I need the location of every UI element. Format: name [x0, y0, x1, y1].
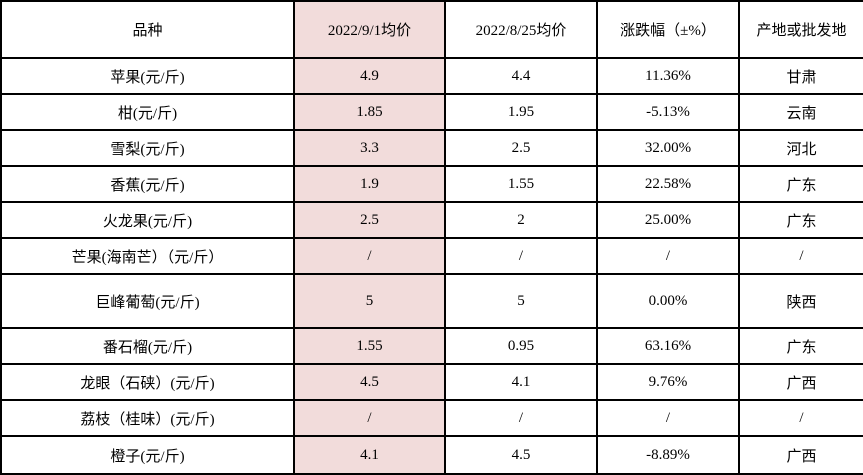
- cell-origin: 广西: [738, 363, 863, 401]
- cell-price-aug25: 4.4: [444, 57, 598, 95]
- cell-origin: 广东: [738, 201, 863, 239]
- cell-change-pct: -5.13%: [596, 93, 740, 131]
- cell-price-sep1: /: [293, 399, 446, 437]
- cell-price-aug25: 5: [444, 273, 598, 329]
- table-row: 芒果(海南芒）（元/斤） / / / /: [0, 237, 863, 275]
- table-row: 柑(元/斤) 1.85 1.95 -5.13% 云南: [0, 93, 863, 131]
- cell-variety: 香蕉(元/斤): [0, 165, 295, 203]
- cell-price-sep1: 4.1: [293, 435, 446, 475]
- cell-price-sep1: /: [293, 237, 446, 275]
- col-header-price-aug25: 2022/8/25均价: [444, 0, 598, 59]
- cell-variety: 苹果(元/斤): [0, 57, 295, 95]
- cell-change-pct: 25.00%: [596, 201, 740, 239]
- cell-variety: 芒果(海南芒）（元/斤）: [0, 237, 295, 275]
- cell-origin: 甘肃: [738, 57, 863, 95]
- cell-origin: /: [738, 399, 863, 437]
- cell-price-sep1: 1.9: [293, 165, 446, 203]
- cell-origin: 河北: [738, 129, 863, 167]
- cell-price-sep1: 1.85: [293, 93, 446, 131]
- cell-change-pct: /: [596, 237, 740, 275]
- cell-price-sep1: 5: [293, 273, 446, 329]
- cell-variety: 龙眼（石硖）(元/斤): [0, 363, 295, 401]
- cell-variety: 番石榴(元/斤): [0, 327, 295, 365]
- table-row: 雪梨(元/斤) 3.3 2.5 32.00% 河北: [0, 129, 863, 167]
- cell-change-pct: 22.58%: [596, 165, 740, 203]
- cell-origin: 云南: [738, 93, 863, 131]
- cell-variety: 橙子(元/斤): [0, 435, 295, 475]
- cell-change-pct: /: [596, 399, 740, 437]
- cell-origin: 广东: [738, 165, 863, 203]
- cell-price-aug25: 2: [444, 201, 598, 239]
- table-row: 番石榴(元/斤) 1.55 0.95 63.16% 广东: [0, 327, 863, 365]
- cell-variety: 雪梨(元/斤): [0, 129, 295, 167]
- cell-origin: 广东: [738, 327, 863, 365]
- col-header-origin: 产地或批发地: [738, 0, 863, 59]
- cell-price-aug25: /: [444, 237, 598, 275]
- cell-price-aug25: /: [444, 399, 598, 437]
- table-body: 苹果(元/斤) 4.9 4.4 11.36% 甘肃 柑(元/斤) 1.85 1.…: [0, 57, 863, 475]
- cell-price-sep1: 1.55: [293, 327, 446, 365]
- table-row: 巨峰葡萄(元/斤) 5 5 0.00% 陕西: [0, 273, 863, 329]
- cell-change-pct: 11.36%: [596, 57, 740, 95]
- cell-price-sep1: 4.5: [293, 363, 446, 401]
- cell-price-aug25: 1.55: [444, 165, 598, 203]
- cell-price-sep1: 2.5: [293, 201, 446, 239]
- cell-change-pct: 0.00%: [596, 273, 740, 329]
- table-header: 品种 2022/9/1均价 2022/8/25均价 涨跌幅（±%） 产地或批发地: [0, 0, 863, 59]
- cell-price-aug25: 4.5: [444, 435, 598, 475]
- cell-change-pct: -8.89%: [596, 435, 740, 475]
- cell-price-aug25: 4.1: [444, 363, 598, 401]
- col-header-variety: 品种: [0, 0, 295, 59]
- table-row: 苹果(元/斤) 4.9 4.4 11.36% 甘肃: [0, 57, 863, 95]
- cell-variety: 柑(元/斤): [0, 93, 295, 131]
- cell-price-aug25: 0.95: [444, 327, 598, 365]
- col-header-price-sep1: 2022/9/1均价: [293, 0, 446, 59]
- cell-origin: 陕西: [738, 273, 863, 329]
- header-row: 品种 2022/9/1均价 2022/8/25均价 涨跌幅（±%） 产地或批发地: [0, 0, 863, 59]
- table-row: 荔枝（桂味）(元/斤) / / / /: [0, 399, 863, 437]
- cell-price-aug25: 2.5: [444, 129, 598, 167]
- cell-price-aug25: 1.95: [444, 93, 598, 131]
- cell-origin: /: [738, 237, 863, 275]
- table-row: 火龙果(元/斤) 2.5 2 25.00% 广东: [0, 201, 863, 239]
- cell-price-sep1: 4.9: [293, 57, 446, 95]
- col-header-change-pct: 涨跌幅（±%）: [596, 0, 740, 59]
- table-row: 龙眼（石硖）(元/斤) 4.5 4.1 9.76% 广西: [0, 363, 863, 401]
- cell-change-pct: 63.16%: [596, 327, 740, 365]
- cell-variety: 荔枝（桂味）(元/斤): [0, 399, 295, 437]
- table-row: 香蕉(元/斤) 1.9 1.55 22.58% 广东: [0, 165, 863, 203]
- cell-price-sep1: 3.3: [293, 129, 446, 167]
- cell-origin: 广西: [738, 435, 863, 475]
- cell-variety: 巨峰葡萄(元/斤): [0, 273, 295, 329]
- cell-change-pct: 9.76%: [596, 363, 740, 401]
- cell-variety: 火龙果(元/斤): [0, 201, 295, 239]
- table-row: 橙子(元/斤) 4.1 4.5 -8.89% 广西: [0, 435, 863, 475]
- cell-change-pct: 32.00%: [596, 129, 740, 167]
